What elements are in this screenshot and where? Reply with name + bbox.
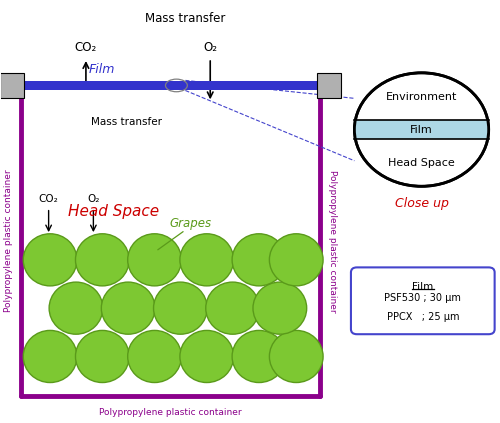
Ellipse shape xyxy=(76,234,129,286)
Text: O₂: O₂ xyxy=(203,41,217,54)
Text: Mass transfer: Mass transfer xyxy=(145,12,226,25)
Text: CO₂: CO₂ xyxy=(39,193,58,203)
Text: Polypropylene plastic container: Polypropylene plastic container xyxy=(4,170,13,312)
Bar xyxy=(0,73,24,98)
Text: CO₂: CO₂ xyxy=(75,41,97,54)
Ellipse shape xyxy=(253,282,306,334)
Ellipse shape xyxy=(232,330,286,382)
Text: Head Space: Head Space xyxy=(68,204,159,219)
FancyBboxPatch shape xyxy=(351,267,494,334)
Text: Polypropylene plastic container: Polypropylene plastic container xyxy=(328,170,337,312)
Ellipse shape xyxy=(49,282,103,334)
Ellipse shape xyxy=(76,330,129,382)
Ellipse shape xyxy=(128,330,182,382)
Ellipse shape xyxy=(270,234,323,286)
Text: Film: Film xyxy=(410,124,433,135)
Text: Film: Film xyxy=(88,63,115,76)
Text: Close up: Close up xyxy=(394,197,448,210)
Ellipse shape xyxy=(206,282,260,334)
Text: Film: Film xyxy=(412,282,434,292)
Ellipse shape xyxy=(180,234,234,286)
Bar xyxy=(22,81,320,90)
Ellipse shape xyxy=(128,234,182,286)
Text: PSF530 ; 30 μm: PSF530 ; 30 μm xyxy=(384,293,461,303)
Text: PPCX   ; 25 μm: PPCX ; 25 μm xyxy=(386,312,459,321)
Text: O₂: O₂ xyxy=(87,193,100,203)
Text: Head Space: Head Space xyxy=(388,157,455,168)
Bar xyxy=(354,120,488,139)
Text: Environment: Environment xyxy=(386,91,457,102)
Ellipse shape xyxy=(24,234,77,286)
Text: Polypropylene plastic container: Polypropylene plastic container xyxy=(99,408,242,417)
Ellipse shape xyxy=(24,330,77,382)
Ellipse shape xyxy=(102,282,155,334)
Text: Grapes: Grapes xyxy=(170,217,211,230)
Circle shape xyxy=(354,73,488,186)
Ellipse shape xyxy=(270,330,323,382)
Text: Mass transfer: Mass transfer xyxy=(91,117,162,127)
Ellipse shape xyxy=(232,234,286,286)
Ellipse shape xyxy=(154,282,207,334)
Ellipse shape xyxy=(180,330,234,382)
Bar xyxy=(317,73,341,98)
